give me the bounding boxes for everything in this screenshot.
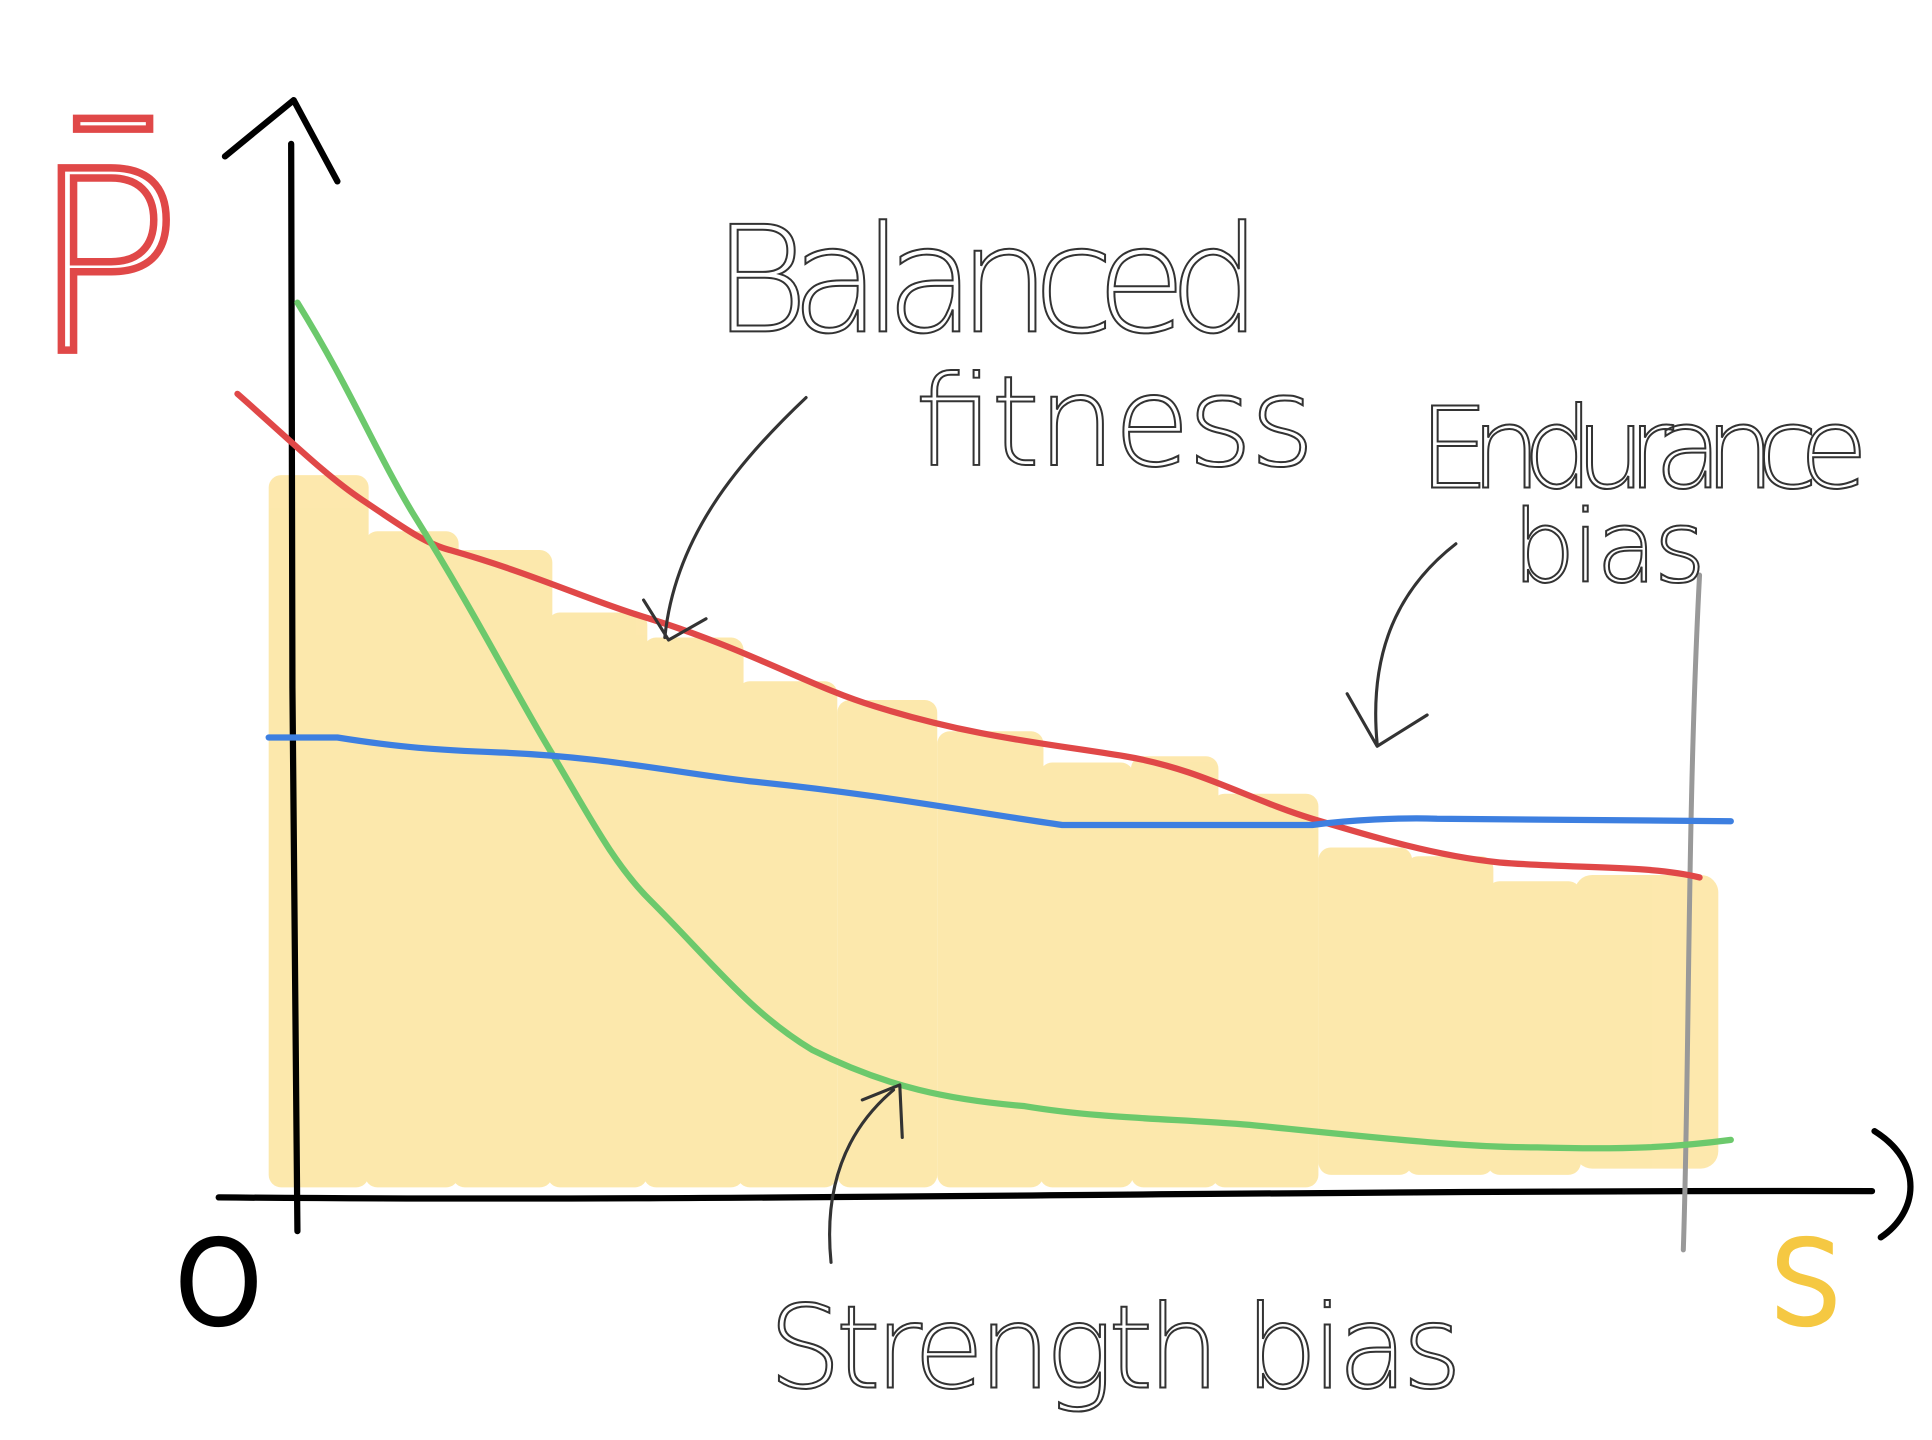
x-arrow [1871, 1128, 1914, 1241]
balanced-curve [234, 390, 1703, 881]
balanced-arrow [642, 396, 808, 642]
annotation: Endurance [1418, 384, 1868, 515]
x-axis [215, 1187, 1876, 1202]
annotation: Balanced [712, 194, 1262, 366]
annotation: fitness [915, 350, 1315, 495]
y-label: P̄ [31, 118, 182, 410]
endurance-curve [265, 734, 1734, 829]
y-axis [287, 140, 301, 1235]
endurance-arrow [1345, 542, 1458, 748]
strength-curve [294, 299, 1734, 1152]
origin-label: O [174, 1218, 263, 1349]
strength-arrow [828, 1083, 904, 1264]
limit-line [1680, 572, 1703, 1253]
annotation: Strength bias [769, 1281, 1463, 1415]
shaded-area [268, 475, 1719, 1188]
annotation: bias [1512, 488, 1706, 605]
y-arrow [221, 97, 341, 185]
x-label: S [1770, 1218, 1841, 1349]
